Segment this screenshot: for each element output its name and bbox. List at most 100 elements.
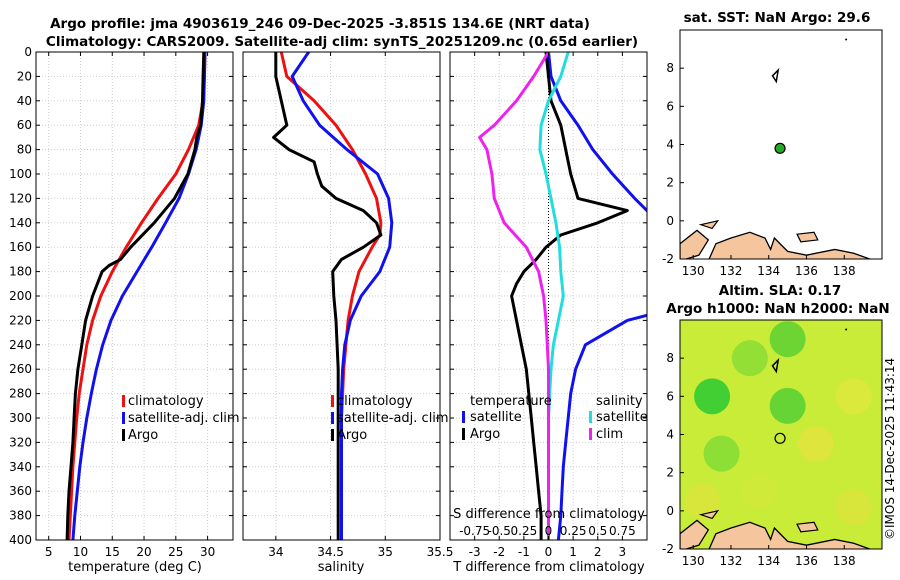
salinity-legend: climatology satellite-adj. clim Argo <box>331 394 449 443</box>
legend-swatch-climatology <box>122 395 125 407</box>
y-tick-label: 8 <box>666 61 674 75</box>
sla-map-title-line2: Argo h1000: NaN h2000: NaN <box>666 301 889 317</box>
y-tick-label: 400 <box>9 533 32 547</box>
s-tick-label: -0.5 <box>488 524 511 538</box>
legend-label-satellite: satellite-adj. clim <box>337 411 449 426</box>
x-tick-label: -3 <box>469 545 481 559</box>
y-tick-label: 300 <box>9 411 32 425</box>
x-tick-label: 20 <box>136 545 151 559</box>
y-tick-label: 140 <box>9 216 32 230</box>
island <box>698 509 720 520</box>
y-tick-label: 180 <box>9 265 32 279</box>
yap-island <box>845 328 848 331</box>
series-group <box>272 52 394 540</box>
y-tick-label: 6 <box>666 389 674 403</box>
palau-islands <box>771 67 780 84</box>
legend-swatch-t-satellite <box>462 411 465 423</box>
legend-swatch-climatology <box>331 395 334 407</box>
y-tick-label: 4 <box>666 428 674 442</box>
s-tick-label: 0.5 <box>588 524 607 538</box>
x-tick-label: 132 <box>720 264 743 278</box>
y-tick-label: 260 <box>9 362 32 376</box>
y-tick-label: 2 <box>666 466 674 480</box>
legend-label-argo: Argo <box>337 428 367 443</box>
y-tick-label: 240 <box>9 338 32 352</box>
sla-anomaly-patch <box>769 387 806 424</box>
x-tick-label: 134 <box>757 264 780 278</box>
s-tick-label: 0.75 <box>609 524 636 538</box>
map-content <box>680 38 872 259</box>
s-tick-label: 0 <box>545 524 553 538</box>
x-tick-label: 136 <box>795 554 818 568</box>
x-tick-label: 5 <box>45 545 53 559</box>
x-tick-label: 35 <box>378 545 393 559</box>
argo-float-marker <box>774 432 786 444</box>
y-tick-label: 200 <box>9 289 32 303</box>
difference-xlabel: T difference from climatology <box>452 560 645 575</box>
island <box>796 521 819 533</box>
y-tick-label: 80 <box>17 143 32 157</box>
legend-label-climatology: climatology <box>337 394 413 409</box>
sst-map-title: sat. SST: NaN Argo: 29.6 <box>684 10 871 26</box>
y-tick-label: 8 <box>666 351 674 365</box>
series-group <box>478 52 647 540</box>
y-tick-label: 0 <box>24 45 32 59</box>
legend-swatch-argo <box>331 429 334 441</box>
series-line-argo <box>272 52 383 540</box>
y-tick-label: 340 <box>9 460 32 474</box>
island <box>796 231 819 243</box>
y-tick-label: 20 <box>17 69 32 83</box>
x-tick-label: 30 <box>200 545 215 559</box>
x-tick-label: -2 <box>493 545 505 559</box>
main-title-line1: Argo profile: jma 4903619_246 09-Dec-202… <box>50 16 590 32</box>
y-tick-label: -2 <box>662 252 674 266</box>
watermark: ©IMOS 14-Dec-2025 11:43:14 <box>883 358 897 540</box>
difference-top-xlabel: S difference from climatology <box>453 507 645 522</box>
sla-map-panel: 130 132 134 136 138 -2 0 2 4 6 8 <box>662 319 883 568</box>
x-tick-label: 2 <box>594 545 602 559</box>
y-tick-label: 220 <box>9 313 32 327</box>
y-tick-label: 100 <box>9 167 32 181</box>
x-tick-label: 136 <box>795 264 818 278</box>
sla-anomaly-patch <box>835 378 872 415</box>
legend-label-s-clim: clim <box>596 427 623 442</box>
x-tick-label: 34.5 <box>317 545 344 559</box>
legend-label-argo: Argo <box>128 428 158 443</box>
sla-anomaly-patch <box>703 435 740 472</box>
series-line-temperature-argo <box>510 52 629 540</box>
series-line-satellite-adj-clim <box>290 52 394 540</box>
series-line-argo <box>65 52 206 540</box>
x-tick-label: 10 <box>73 545 88 559</box>
land-mass <box>708 521 872 549</box>
x-tick-label: 0 <box>545 545 553 559</box>
legend-label-t-satellite: satellite <box>470 410 522 425</box>
x-tick-label: 132 <box>720 554 743 568</box>
x-tick-label: 15 <box>105 545 120 559</box>
legend-swatch-satellite <box>331 412 334 424</box>
y-tick-label: 60 <box>17 118 32 132</box>
legend-swatch-t-argo <box>462 428 465 440</box>
sla-anomaly-patch <box>835 489 872 526</box>
sla-anomaly-patch <box>797 426 834 463</box>
series-line-salinity-clim <box>478 52 550 540</box>
y-tick-label: -2 <box>662 542 674 556</box>
y-tick-label: 0 <box>666 504 674 518</box>
legend-swatch-s-satellite <box>589 411 592 423</box>
x-tick-label: 25 <box>168 545 183 559</box>
main-title-line2: Climatology: CARS2009. Satellite-adj cli… <box>46 34 638 50</box>
x-tick-label: 134 <box>757 554 780 568</box>
legend-heading-temperature: temperature <box>470 394 552 409</box>
y-tick-label: 0 <box>666 214 674 228</box>
legend-swatch-s-clim <box>589 428 592 440</box>
difference-panel: -3 -2 -1 0 1 2 3-0.75-0.5 0.25 0 0.25 0.5 0.75 <box>449 51 648 559</box>
s-tick-label: 0.25 <box>560 524 587 538</box>
y-tick-label: 4 <box>666 138 674 152</box>
y-tick-label: 6 <box>666 99 674 113</box>
x-tick-label: 34 <box>268 545 283 559</box>
map-content <box>680 321 872 549</box>
plot-area <box>36 52 233 540</box>
series-line-temperature-satellite <box>547 52 647 540</box>
difference-legend: temperature salinity satellite Argo sate… <box>462 394 648 442</box>
y-tick-label: 360 <box>9 484 32 498</box>
legend-label-s-satellite: satellite <box>596 410 648 425</box>
